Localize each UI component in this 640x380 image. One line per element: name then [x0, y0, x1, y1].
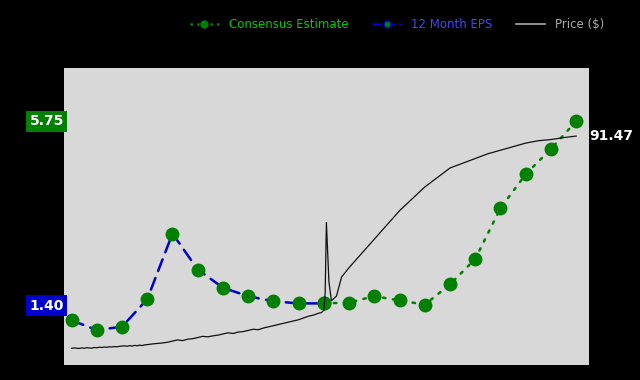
Text: 5.75: 5.75 [29, 114, 64, 128]
Text: 91.47: 91.47 [589, 129, 633, 143]
Legend: Consensus Estimate, 12 Month EPS, Price ($): Consensus Estimate, 12 Month EPS, Price … [185, 14, 609, 36]
Text: 1.40: 1.40 [29, 299, 64, 312]
